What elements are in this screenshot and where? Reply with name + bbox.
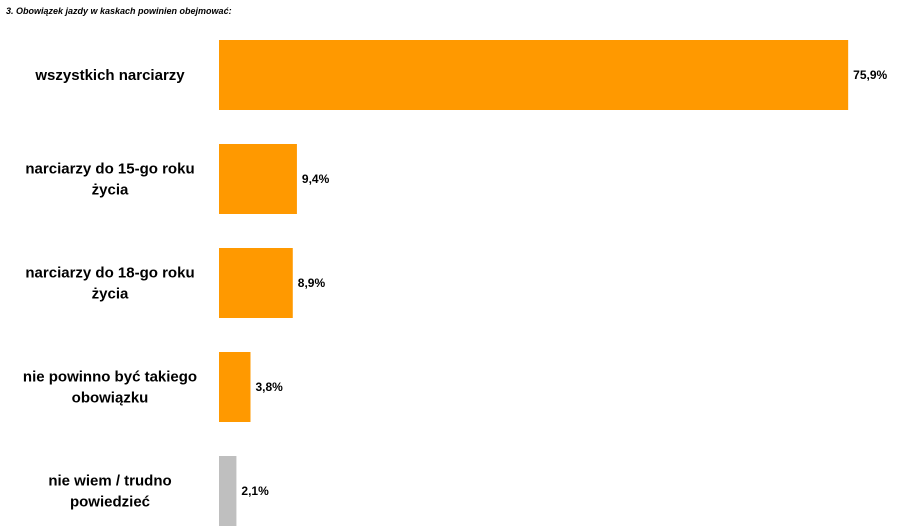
value-label: 8,9% bbox=[298, 276, 326, 290]
value-label: 75,9% bbox=[853, 68, 887, 82]
category-label: obowiązku bbox=[72, 390, 149, 407]
bar bbox=[219, 40, 849, 110]
category-label: narciarzy do 18-go roku bbox=[25, 265, 194, 282]
category-label: życia bbox=[92, 286, 129, 303]
category-label: narciarzy do 15-go roku bbox=[25, 161, 194, 178]
chart-title: 3. Obowiązek jazdy w kaskach powinien ob… bbox=[6, 6, 232, 16]
value-label: 9,4% bbox=[302, 172, 330, 186]
category-label: wszystkich narciarzy bbox=[34, 67, 185, 84]
category-label: nie powinno być takiego bbox=[23, 369, 197, 386]
bar bbox=[219, 352, 251, 422]
category-label: życia bbox=[92, 182, 129, 199]
value-label: 3,8% bbox=[256, 380, 284, 394]
bar bbox=[219, 248, 293, 318]
bar bbox=[219, 456, 237, 526]
value-label: 2,1% bbox=[241, 484, 269, 498]
bar bbox=[219, 144, 297, 214]
category-label: powiedzieć bbox=[70, 494, 150, 511]
category-label: nie wiem / trudno bbox=[48, 473, 171, 490]
